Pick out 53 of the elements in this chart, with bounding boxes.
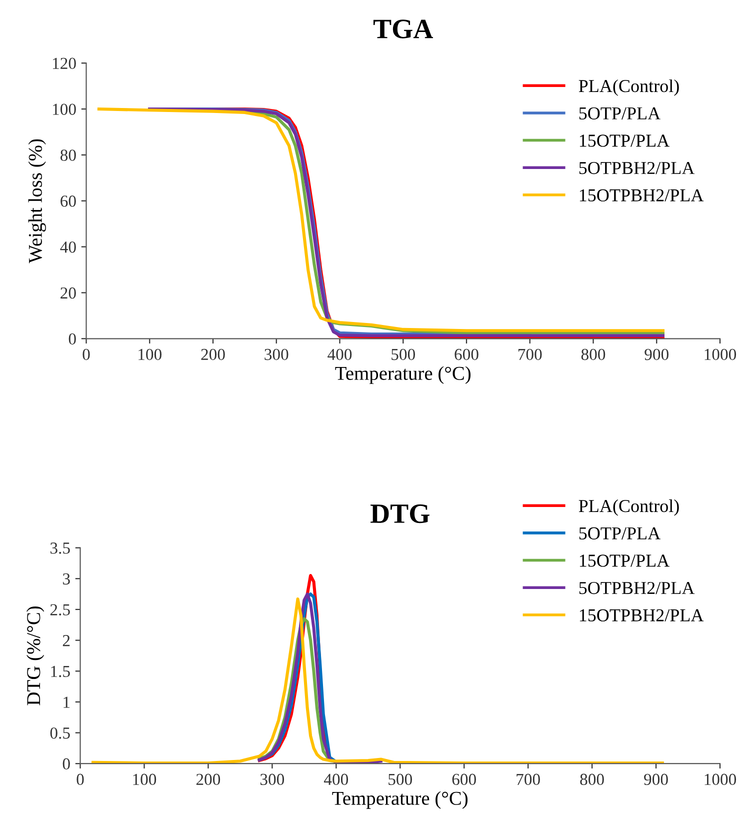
x-tick-label: 400 [328,348,352,360]
y-axis-title: DTG (%/°C) [26,606,44,706]
y-tick-label: 0.5 [50,727,70,739]
legend-label: 5OTP/PLA [579,107,660,120]
y-tick-label: 0 [62,758,70,770]
x-tick-label: 900 [644,348,668,360]
y-tick-label: 20 [60,287,76,299]
x-tick-label: 700 [518,348,542,360]
y-tick-label: 40 [60,241,76,253]
y-tick-label: 100 [52,104,76,115]
y-tick-label: 1 [64,696,70,708]
y-tick-label: 0 [68,333,76,345]
x-tick-label: 300 [260,774,284,786]
legend-label: 5OTPBH2/PLA [579,582,695,594]
y-axis-title: Weight loss (%) [28,139,46,264]
x-tick-label: 900 [644,774,668,786]
y-tick-label: 2.5 [50,604,70,616]
y-tick-label: 80 [60,150,76,161]
x-tick-label: 800 [581,348,606,360]
x-tick-label: 600 [454,348,478,360]
x-tick-label: 700 [516,774,540,786]
x-tick-label: 400 [324,774,348,786]
y-tick-label: 2 [62,635,70,646]
legend-label: 15OTP/PLA [580,134,670,147]
x-tick-label: 1000 [704,774,736,786]
x-axis-title: Temperature (°C) [332,791,468,809]
x-tick-label: 100 [133,774,156,786]
x-tick-label: 100 [138,348,162,360]
legend-label: 5OTP/PLA [579,527,660,540]
legend-label: 15OTPBH2/PLA [580,189,704,202]
y-tick-label: 1.5 [51,666,70,678]
x-tick-label: 500 [392,348,415,360]
x-tick-label: 200 [196,774,220,786]
legend-label: PLA(Control) [578,499,679,516]
chart-title: TGA [373,20,434,38]
x-tick-label: 0 [82,348,90,360]
x-axis-title: Temperature (°C) [335,366,471,384]
y-tick-label: 60 [60,196,76,207]
legend-label: 15OTPBH2/PLA [580,609,704,622]
x-tick-label: 300 [264,348,288,360]
x-tick-label: 1000 [704,348,736,360]
legend-label: 5OTPBH2/PLA [579,162,695,174]
legend-label: 15OTP/PLA [580,554,670,567]
x-tick-label: 600 [452,774,476,786]
x-tick-label: 200 [201,348,225,360]
chart-title: DTG [370,504,430,524]
x-tick-label: 800 [580,774,604,786]
y-tick-label: 3.5 [50,542,70,554]
x-tick-label: 0 [76,774,84,786]
x-tick-label: 500 [388,774,412,786]
legend-label: PLA(Control) [578,79,679,96]
y-tick-label: 3 [62,573,70,585]
y-tick-label: 120 [52,58,76,70]
